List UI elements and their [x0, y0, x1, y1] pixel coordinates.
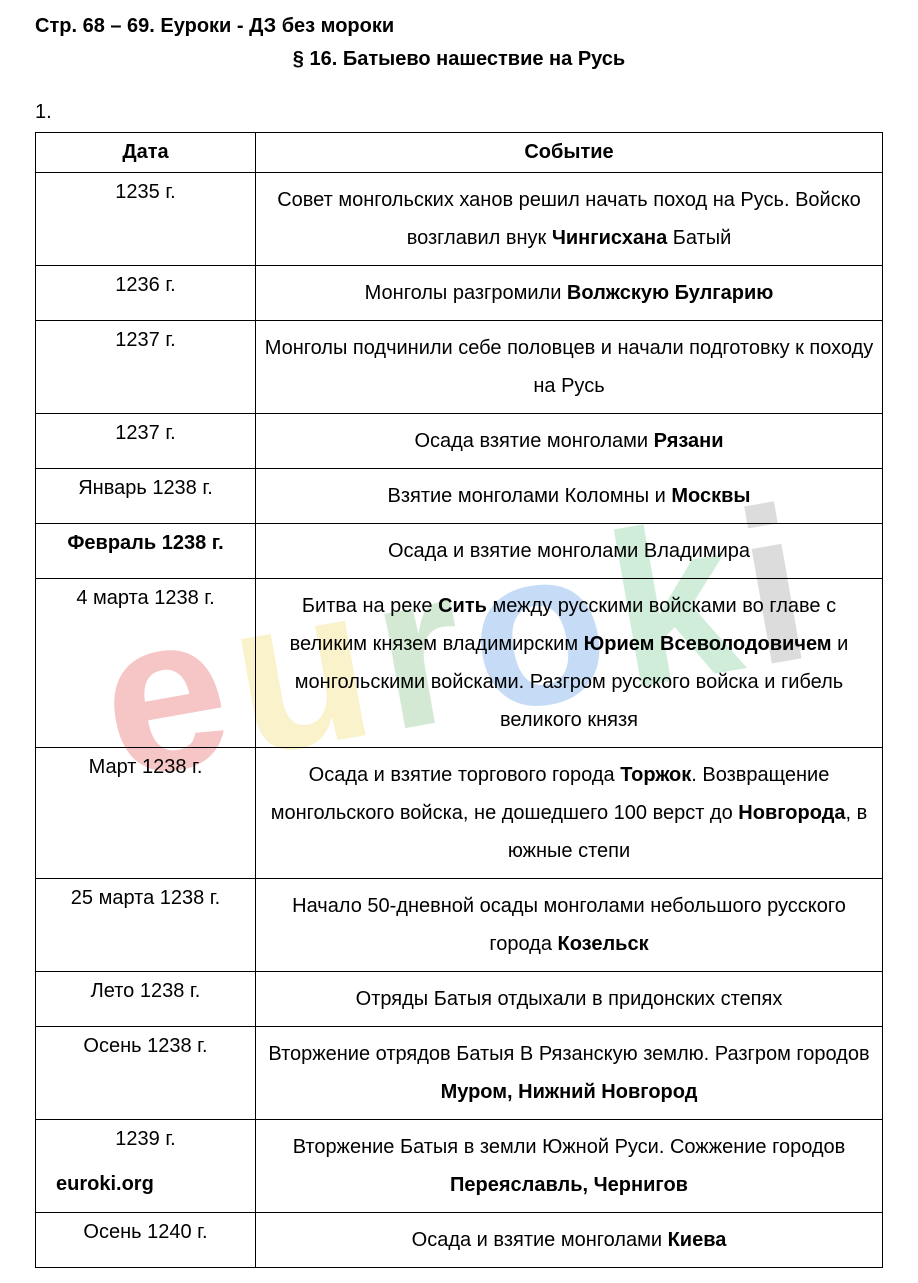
date-cell: Осень 1240 г.	[36, 1213, 256, 1268]
event-cell: Взятие монголами Коломны и Москвы	[256, 469, 883, 524]
site-reference: euroki.org	[42, 1173, 249, 1196]
table-row: Февраль 1238 г. Осада и взятие монголами …	[36, 524, 883, 579]
column-header-date: Дата	[36, 133, 256, 173]
date-value: 1237 г.	[42, 329, 249, 352]
event-cell: Вторжение отрядов Батыя В Рязанскую земл…	[256, 1027, 883, 1120]
date-value: 4 марта 1238 г.	[42, 587, 249, 610]
date-value: 25 марта 1238 г.	[42, 887, 249, 910]
date-value: Январь 1238 г.	[42, 477, 249, 500]
date-value: 1237 г.	[42, 422, 249, 445]
table-row: 4 марта 1238 г. Битва на реке Сить между …	[36, 579, 883, 748]
date-value: 1235 г.	[42, 181, 249, 204]
date-value: Февраль 1238 г.	[42, 532, 249, 555]
table-row: 25 марта 1238 г. Начало 50-дневной осады …	[36, 879, 883, 972]
table-row: Январь 1238 г. Взятие монголами Коломны и…	[36, 469, 883, 524]
table-row: 1236 г. Монголы разгромили Волжскую Булга…	[36, 266, 883, 321]
date-value: Лето 1238 г.	[42, 980, 249, 1003]
page-reference: Стр. 68 – 69. Еуроки - ДЗ без мороки	[35, 15, 883, 38]
date-value: Осень 1238 г.	[42, 1035, 249, 1058]
event-cell: Осада взятие монголами Рязани	[256, 414, 883, 469]
table-header-row: Дата Событие	[36, 133, 883, 173]
event-cell: Начало 50-дневной осады монголами неболь…	[256, 879, 883, 972]
date-value: Осень 1240 г.	[42, 1221, 249, 1244]
date-cell: 1239 г. euroki.org	[36, 1120, 256, 1213]
table-row: 1239 г. euroki.org Вторжение Батыя в земли…	[36, 1120, 883, 1213]
event-cell: Отряды Батыя отдыхали в придонских степя…	[256, 972, 883, 1027]
event-cell: Осада и взятие монголами Киева	[256, 1213, 883, 1268]
date-cell: 1236 г.	[36, 266, 256, 321]
date-value: Март 1238 г.	[42, 756, 249, 779]
date-cell: Март 1238 г.	[36, 748, 256, 879]
date-cell: 1237 г.	[36, 321, 256, 414]
table-row: 1237 г. Монголы подчинили себе половцев и…	[36, 321, 883, 414]
table-row: 1237 г. Осада взятие монголами Рязани	[36, 414, 883, 469]
section-title: § 16. Батыево нашествие на Русь	[35, 48, 883, 71]
date-cell: Лето 1238 г.	[36, 972, 256, 1027]
event-cell: Монголы разгромили Волжскую Булгарию	[256, 266, 883, 321]
table-row: Лето 1238 г. Отряды Батыя отдыхали в прид…	[36, 972, 883, 1027]
column-header-event: Событие	[256, 133, 883, 173]
event-cell: Осада и взятие монголами Владимира	[256, 524, 883, 579]
events-table: Дата Событие 1235 г. Совет монгольских ха…	[35, 132, 883, 1268]
date-cell: Январь 1238 г.	[36, 469, 256, 524]
table-row: 1235 г. Совет монгольских ханов решил нач…	[36, 173, 883, 266]
exercise-number: 1.	[35, 101, 883, 124]
date-cell: 1235 г.	[36, 173, 256, 266]
date-cell: 25 марта 1238 г.	[36, 879, 256, 972]
date-value: 1236 г.	[42, 274, 249, 297]
event-cell: Вторжение Батыя в земли Южной Руси. Сожж…	[256, 1120, 883, 1213]
date-cell: 1237 г.	[36, 414, 256, 469]
document-content: Стр. 68 – 69. Еуроки - ДЗ без мороки § 1…	[35, 15, 883, 1268]
date-cell: Февраль 1238 г.	[36, 524, 256, 579]
table-row: Осень 1240 г. Осада и взятие монголами Ки…	[36, 1213, 883, 1268]
event-cell: Монголы подчинили себе половцев и начали…	[256, 321, 883, 414]
date-value: 1239 г.	[42, 1128, 249, 1151]
event-cell: Осада и взятие торгового города Торжок. …	[256, 748, 883, 879]
table-row: Март 1238 г. Осада и взятие торгового гор…	[36, 748, 883, 879]
event-cell: Совет монгольских ханов решил начать пох…	[256, 173, 883, 266]
table-row: Осень 1238 г. Вторжение отрядов Батыя В Р…	[36, 1027, 883, 1120]
date-cell: Осень 1238 г.	[36, 1027, 256, 1120]
date-cell: 4 марта 1238 г.	[36, 579, 256, 748]
event-cell: Битва на реке Сить между русскими войска…	[256, 579, 883, 748]
